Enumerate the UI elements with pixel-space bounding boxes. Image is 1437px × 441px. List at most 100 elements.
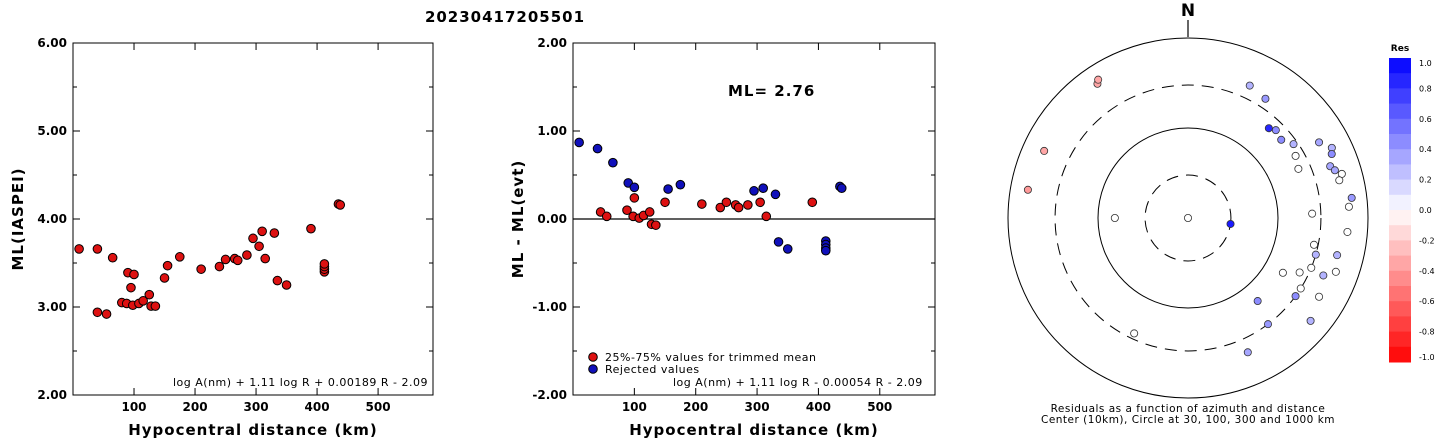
colorbar-tick-label: -0.4	[1419, 267, 1435, 276]
y-tick-label: 2.00	[37, 388, 67, 402]
distance-ring	[1144, 174, 1232, 262]
station-point	[1315, 292, 1324, 301]
data-point	[159, 273, 170, 283]
station-point	[1315, 138, 1324, 147]
y-axis-label: ML(IASPEI)	[9, 167, 27, 270]
colorbar-tick-label: 0.6	[1419, 115, 1432, 124]
data-point	[807, 197, 818, 208]
colorbar-swatch	[1389, 88, 1411, 105]
y-tick-label: -1.00	[532, 300, 567, 314]
colorbar-swatch	[1389, 58, 1411, 74]
data-point	[770, 189, 781, 200]
data-point	[129, 269, 139, 280]
data-point	[92, 244, 103, 254]
y-tick-label: 3.00	[37, 300, 67, 314]
data-point	[721, 197, 732, 208]
legend-label: 25%-75% values for trimmed mean	[605, 351, 817, 364]
station-point	[1226, 219, 1235, 228]
station-point	[1331, 267, 1340, 276]
y-axis-label: ML - ML(evt)	[509, 160, 527, 278]
x-tick-label: 500	[867, 400, 892, 414]
x-tick-label: 300	[745, 400, 770, 414]
data-point	[675, 179, 686, 190]
data-point	[220, 254, 231, 265]
station-point	[1253, 297, 1262, 306]
station-point	[1277, 135, 1286, 144]
colorbar-swatch	[1389, 286, 1411, 302]
station-point	[1291, 151, 1300, 160]
station-point	[1271, 126, 1280, 135]
data-point	[836, 183, 847, 193]
data-point	[758, 183, 769, 193]
data-point	[782, 244, 793, 254]
y-tick-label: 6.00	[37, 36, 67, 50]
residual-colorbar: Res 1.0 0.8 0.6 0.4 0.2 0.0 -0.2 -0.4 -0.6 -0.8 -1.…	[1389, 44, 1435, 363]
data-point	[644, 207, 655, 217]
station-point	[1295, 268, 1304, 277]
x-tick-label: 200	[183, 400, 208, 414]
station-point	[1343, 227, 1352, 236]
station-point	[1289, 140, 1298, 149]
data-point	[773, 237, 784, 247]
data-point	[138, 296, 148, 306]
data-point	[174, 252, 185, 262]
data-point	[269, 228, 280, 238]
magnitude-annotation: ML= 2.76	[728, 82, 815, 100]
colorbar-tick-label: 0.8	[1419, 84, 1432, 93]
station-point	[1184, 213, 1193, 222]
data-point	[272, 275, 283, 286]
data-point	[101, 309, 112, 319]
colorbar-swatch	[1389, 225, 1411, 241]
x-axis-label: Hypocentral distance (km)	[629, 421, 879, 439]
colorbar-swatch	[1389, 118, 1411, 135]
north-label: N	[1181, 1, 1195, 21]
data-point	[335, 200, 346, 210]
data-point	[749, 186, 759, 196]
x-tick-label: 200	[683, 400, 708, 414]
distance-ring	[1007, 37, 1369, 399]
residual-vs-distance-panel: 100 200 300 400 500 -2.00 -1.00 0.00 1.00 2.00 Hyp…	[509, 36, 936, 439]
station-point	[1245, 81, 1254, 90]
data-point	[743, 200, 753, 210]
station-point	[1306, 316, 1315, 325]
data-point	[74, 244, 84, 254]
data-point	[196, 264, 206, 274]
y-tick-label: 0.00	[537, 212, 567, 226]
data-point	[755, 197, 765, 208]
plot-frame	[72, 42, 434, 396]
x-tick-label: 400	[806, 400, 831, 414]
figure-title: 20230417205501	[424, 8, 586, 26]
station-point	[1311, 250, 1320, 259]
data-point	[601, 211, 612, 222]
data-point	[232, 255, 243, 266]
colorbar-tick-label: 0.4	[1419, 145, 1432, 154]
colorbar-swatch	[1389, 270, 1411, 287]
data-point	[162, 260, 173, 271]
colorbar-swatch	[1389, 164, 1411, 181]
distance-ring	[1054, 84, 1322, 352]
station-point	[1333, 251, 1342, 260]
formula-label: log A(nm) + 1.11 log R - 0.00054 R - 2.0…	[673, 376, 923, 389]
data-point	[715, 202, 726, 213]
colorbar-tick-label: -1.0	[1419, 353, 1435, 362]
station-point	[1264, 320, 1273, 329]
data-point	[319, 259, 330, 269]
x-tick-label: 400	[305, 400, 330, 414]
station-point	[1110, 213, 1119, 222]
colorbar-swatch	[1389, 73, 1411, 89]
legend-label: Rejected values	[605, 363, 700, 376]
station-point	[1319, 271, 1328, 280]
station-point	[1327, 150, 1336, 159]
data-point	[150, 301, 161, 311]
station-point	[1294, 164, 1303, 173]
y-tick-label: 1.00	[537, 124, 567, 138]
colorbar-swatch	[1389, 255, 1411, 272]
y-tick-label: 2.00	[537, 36, 567, 50]
station-point	[1130, 329, 1139, 338]
station-point	[1094, 75, 1103, 84]
data-point	[651, 220, 661, 230]
colorbar-swatch	[1389, 346, 1411, 363]
data-point	[92, 307, 103, 318]
data-point	[248, 233, 258, 244]
